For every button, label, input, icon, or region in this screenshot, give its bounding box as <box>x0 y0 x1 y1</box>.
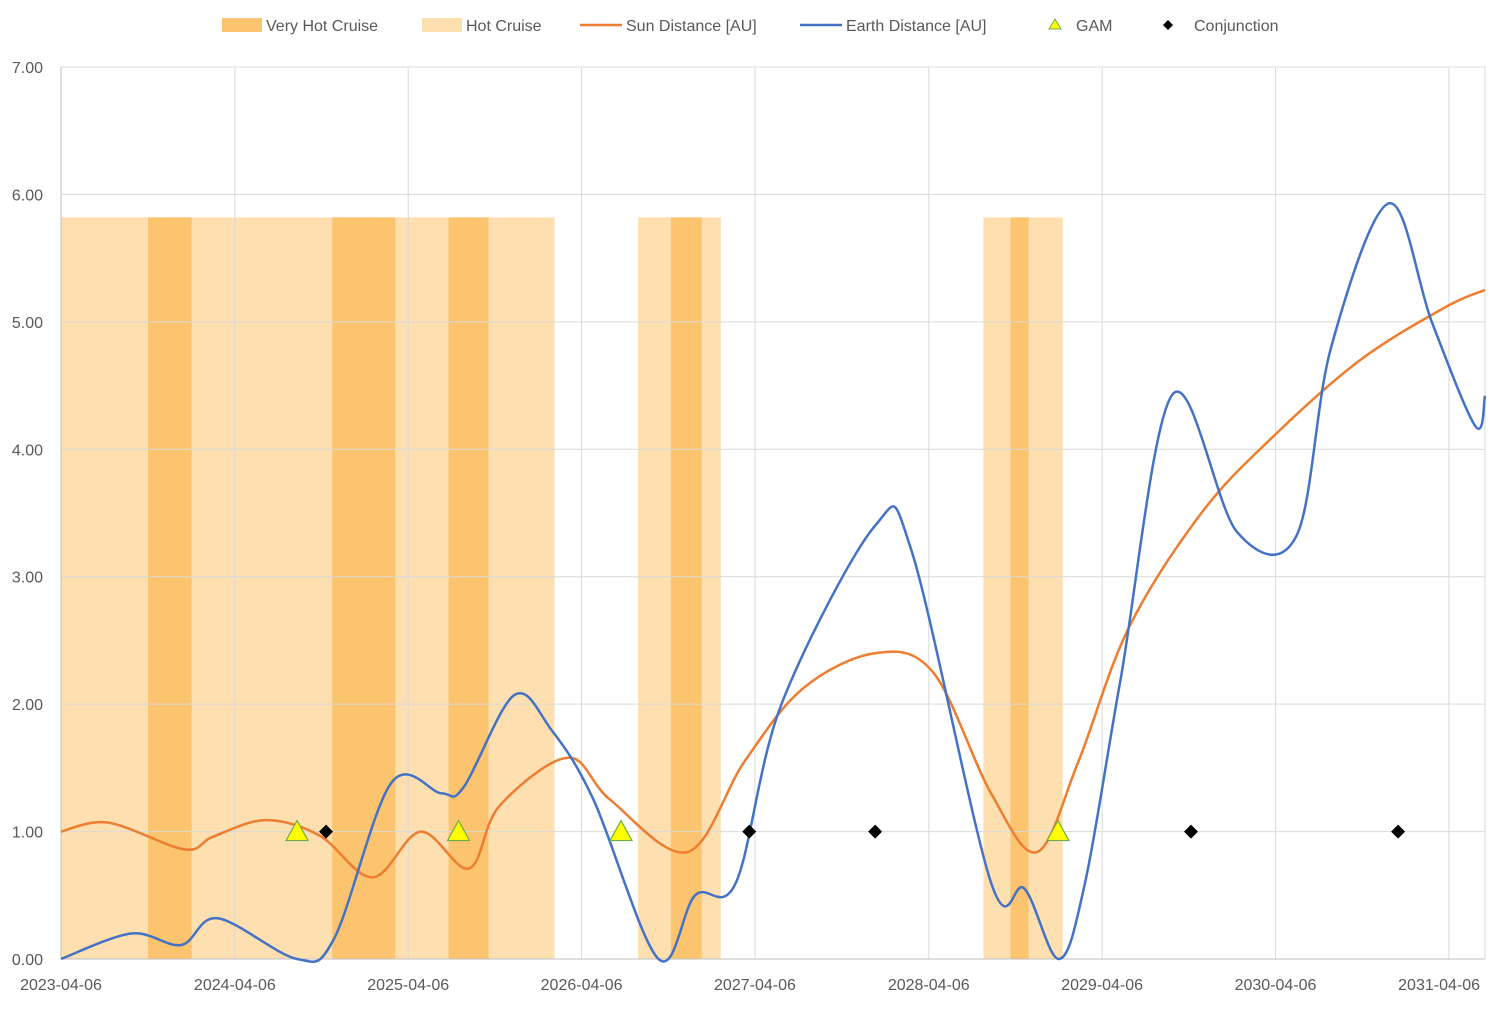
legend-label: GAM <box>1076 18 1112 35</box>
series-lines <box>60 202 1487 964</box>
x-tick-label: 2025-04-06 <box>367 977 449 994</box>
gam-marker <box>1045 819 1071 842</box>
event-markers <box>285 819 1406 842</box>
gam-marker <box>285 819 310 842</box>
x-tick-label: 2024-04-06 <box>194 977 276 994</box>
earth-distance-line <box>60 202 1487 964</box>
x-tick-label: 2026-04-06 <box>541 977 623 994</box>
legend-swatch <box>1163 20 1173 30</box>
gam-marker <box>608 819 634 842</box>
conjunction-marker <box>1391 824 1406 839</box>
y-tick-label: 4.00 <box>12 442 43 459</box>
x-tick-label: 2030-04-06 <box>1235 977 1317 994</box>
legend-label: Earth Distance [AU] <box>846 18 987 35</box>
conjunction-marker <box>742 824 757 839</box>
legend-label: Sun Distance [AU] <box>626 18 757 35</box>
y-tick-label: 2.00 <box>12 697 43 714</box>
y-tick-label: 5.00 <box>12 315 43 332</box>
very-hot-cruise-band <box>332 217 396 959</box>
cruise-bands <box>61 217 1063 959</box>
legend-swatch <box>1048 18 1062 30</box>
legend-label: Very Hot Cruise <box>266 18 378 35</box>
x-tick-label: 2029-04-06 <box>1061 977 1143 994</box>
x-tick-label: 2031-04-06 <box>1398 977 1480 994</box>
x-tick-label: 2028-04-06 <box>888 977 970 994</box>
legend-swatch <box>222 18 262 32</box>
y-tick-label: 3.00 <box>12 570 43 587</box>
x-tick-label: 2023-04-06 <box>20 977 102 994</box>
legend-label: Hot Cruise <box>466 18 542 35</box>
y-tick-label: 1.00 <box>12 825 43 842</box>
conjunction-marker <box>868 824 883 839</box>
very-hot-cruise-band <box>1010 217 1029 959</box>
very-hot-cruise-band <box>670 217 702 959</box>
legend: Very Hot Cruise Hot Cruise Sun Distance [A… <box>222 18 1279 35</box>
conjunction-marker <box>1183 824 1198 839</box>
y-tick-label: 6.00 <box>12 187 43 204</box>
gam-marker <box>446 819 471 842</box>
y-tick-label: 0.00 <box>12 952 43 969</box>
x-tick-label: 2027-04-06 <box>714 977 796 994</box>
legend-label: Conjunction <box>1194 18 1279 35</box>
very-hot-cruise-band <box>147 217 192 959</box>
y-tick-label: 7.00 <box>12 60 43 77</box>
sun-distance-line <box>60 288 1486 879</box>
tick-labels: 0.00 1.00 2.00 3.00 4.00 5.00 6.00 7.00 2023-04-… <box>12 60 1480 994</box>
legend-swatch <box>422 18 462 32</box>
conjunction-marker <box>319 824 334 839</box>
